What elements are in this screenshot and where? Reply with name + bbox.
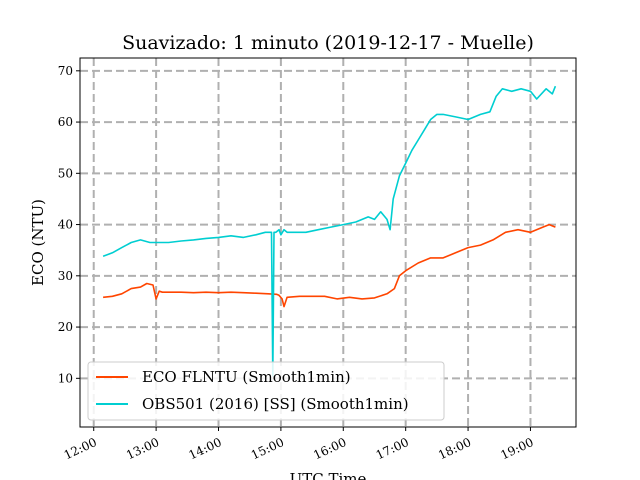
x-tick-label: 17:00 <box>374 435 411 462</box>
plot-frame <box>79 57 577 428</box>
x-axis-label: UTC Time <box>290 470 367 480</box>
x-tick-label: 19:00 <box>498 435 535 462</box>
y-tick-label: 70 <box>58 64 73 78</box>
series-line-2 <box>102 85 557 377</box>
legend-label-2: OBS501 (2016) [SS] (Smooth1min) <box>142 395 409 413</box>
x-tick-label: 18:00 <box>436 435 473 462</box>
y-tick-label: 50 <box>58 166 73 180</box>
y-axis: 10 20 30 40 50 60 70 <box>58 64 80 385</box>
series-layer <box>102 85 557 377</box>
y-tick-label: 30 <box>58 269 73 283</box>
legend: ECO FLNTU (Smooth1min) OBS501 (2016) [SS]… <box>87 361 445 421</box>
x-tick-label: 15:00 <box>249 435 286 462</box>
y-axis-label: ECO (NTU) <box>29 199 47 286</box>
series-line-1 <box>103 223 556 308</box>
y-tick-label: 60 <box>58 115 73 129</box>
x-tick-label: 14:00 <box>187 435 224 462</box>
y-tick-label: 20 <box>58 320 73 334</box>
x-axis: 12:00 13:00 14:00 15:00 16:00 17:00 18:00 19:00 <box>62 427 536 462</box>
y-tick-label: 40 <box>58 218 73 232</box>
x-tick-label: 16:00 <box>311 435 348 462</box>
legend-label-1: ECO FLNTU (Smooth1min) <box>142 368 351 386</box>
y-tick-label: 10 <box>58 371 73 385</box>
chart-title: Suavizado: 1 minuto (2019-12-17 - Muelle… <box>122 32 534 54</box>
x-tick-label: 13:00 <box>124 435 161 462</box>
legend-box <box>87 361 445 421</box>
x-tick-label: 12:00 <box>62 435 99 462</box>
